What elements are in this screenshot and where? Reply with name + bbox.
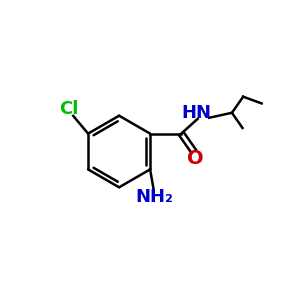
Text: HN: HN bbox=[182, 104, 212, 122]
Text: Cl: Cl bbox=[59, 100, 79, 118]
Text: O: O bbox=[187, 148, 203, 167]
Text: NH₂: NH₂ bbox=[136, 188, 173, 206]
